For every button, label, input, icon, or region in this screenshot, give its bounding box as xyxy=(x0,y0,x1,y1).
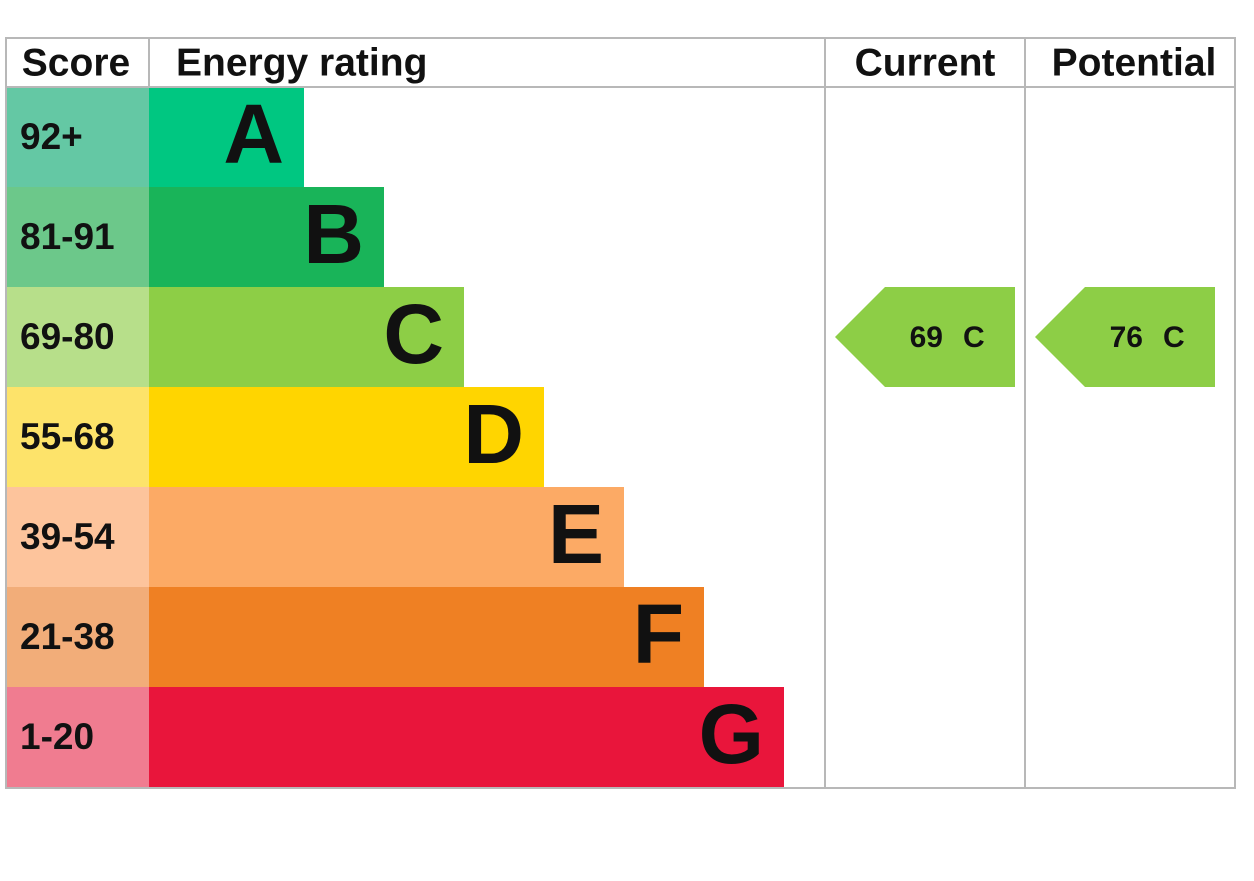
current-score: 69 xyxy=(910,321,943,354)
score-cell xyxy=(6,487,149,587)
score-range: 39-54 xyxy=(20,516,115,557)
band-letter: A xyxy=(223,87,284,181)
score-range: 81-91 xyxy=(20,216,115,257)
score-cell xyxy=(6,287,149,387)
rating-bar xyxy=(149,287,464,387)
rating-bar xyxy=(149,587,704,687)
band-letter: E xyxy=(548,487,604,581)
band-letter: D xyxy=(463,387,524,481)
rating-bar xyxy=(149,187,384,287)
potential-header: Potential xyxy=(1052,41,1217,84)
band-letter: B xyxy=(303,187,364,281)
score-range: 55-68 xyxy=(20,416,115,457)
rating-bar xyxy=(149,687,784,787)
score-header: Score xyxy=(22,41,130,84)
band-letter: C xyxy=(383,287,444,381)
potential-arrow xyxy=(1035,287,1215,387)
potential-band: C xyxy=(1163,321,1185,354)
rating-bar xyxy=(149,387,544,487)
score-cell xyxy=(6,687,149,787)
score-range: 1-20 xyxy=(20,716,94,757)
score-range: 21-38 xyxy=(20,616,115,657)
current-arrow xyxy=(835,287,1015,387)
band-letter: F xyxy=(633,587,684,681)
rating-rows: 92+ A 81-91 B 69-80 C 55-68 D 39-54 E 21-38 F 1-20 G xyxy=(6,87,784,787)
score-cell xyxy=(6,587,149,687)
score-cell xyxy=(6,87,149,187)
current-band: C xyxy=(963,321,985,354)
score-range: 69-80 xyxy=(20,316,115,357)
rating-bar xyxy=(149,487,624,587)
potential-score: 76 xyxy=(1110,321,1143,354)
score-range: 92+ xyxy=(20,116,83,157)
rating-bar xyxy=(149,87,304,187)
band-letter: G xyxy=(699,687,764,781)
score-cell xyxy=(6,187,149,287)
rating-header: Energy rating xyxy=(176,41,427,84)
score-cell xyxy=(6,387,149,487)
current-header: Current xyxy=(855,41,996,84)
table-frame xyxy=(5,37,1236,789)
